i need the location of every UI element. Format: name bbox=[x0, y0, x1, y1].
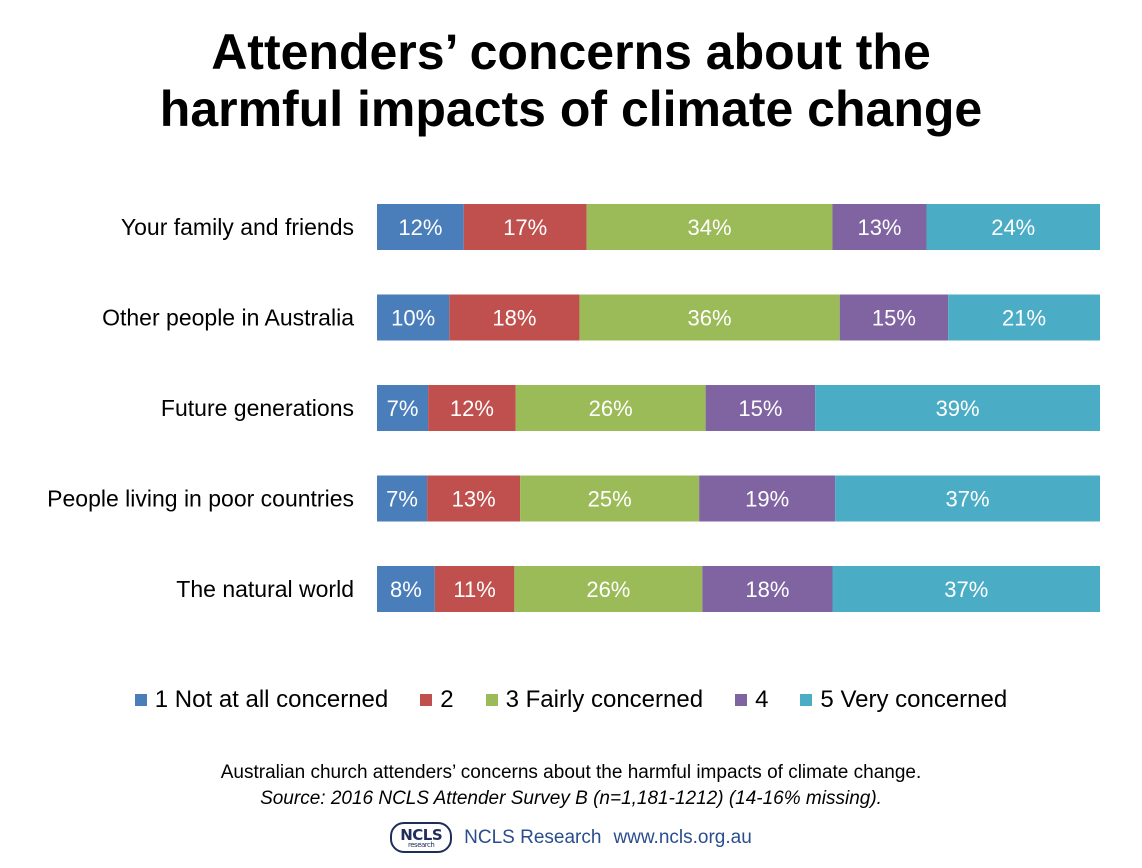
legend-swatch bbox=[735, 694, 748, 706]
bar-segment bbox=[427, 475, 521, 522]
data-label: 25% bbox=[588, 487, 632, 512]
bar-segment bbox=[702, 566, 833, 612]
bar-segment bbox=[948, 294, 1100, 341]
data-label: 12% bbox=[450, 396, 494, 421]
legend-label: 4 bbox=[755, 686, 769, 713]
data-label: 18% bbox=[492, 306, 536, 331]
bar-segment bbox=[699, 475, 836, 522]
bar-segment bbox=[832, 566, 1100, 612]
data-label: 11% bbox=[453, 577, 495, 602]
data-label: 21% bbox=[1002, 306, 1046, 331]
legend-swatch bbox=[134, 694, 147, 706]
data-label: 8% bbox=[390, 577, 422, 602]
bar-segment bbox=[463, 204, 587, 250]
data-label: 19% bbox=[745, 487, 789, 512]
bar-segment bbox=[514, 566, 703, 612]
stacked-bar-chart: Your family and friends 12% 17% 34% 13% 24% Ot… bbox=[47, 204, 1100, 612]
legend-label: 2 bbox=[440, 686, 454, 713]
category-label: The natural world bbox=[176, 576, 354, 602]
legend-label: 5 Very concerned bbox=[820, 686, 1008, 713]
data-label: 7% bbox=[387, 396, 419, 421]
data-label: 18% bbox=[745, 577, 789, 602]
data-label: 24% bbox=[991, 215, 1035, 240]
data-label: 13% bbox=[857, 215, 901, 240]
legend-swatch bbox=[420, 694, 433, 706]
bar-segment bbox=[449, 294, 580, 341]
logo-text: NCLS bbox=[400, 826, 443, 844]
category-label: Other people in Australia bbox=[102, 305, 354, 331]
footer-org: NCLS Research bbox=[464, 826, 602, 848]
bar-segment bbox=[377, 475, 428, 522]
data-label: 10% bbox=[391, 306, 435, 331]
bar-segment bbox=[839, 294, 949, 341]
bar-segment bbox=[832, 204, 927, 250]
logo-subtext: research bbox=[408, 841, 435, 849]
legend-item: 4 bbox=[735, 686, 768, 714]
bar-segment bbox=[377, 204, 464, 250]
chart-caption: Australian church attenders’ concerns ab… bbox=[0, 760, 1142, 812]
bar-segment bbox=[377, 385, 429, 431]
data-label: 7% bbox=[386, 487, 418, 512]
caption-source: Source: 2016 NCLS Attender Survey B (n=1… bbox=[260, 788, 882, 809]
category-label: Your family and friends bbox=[121, 214, 354, 240]
data-label: 15% bbox=[738, 396, 782, 421]
footer-url[interactable]: www.ncls.org.au bbox=[613, 826, 752, 848]
chart-title: Attenders’ concerns about the harmful im… bbox=[0, 24, 1142, 138]
chart-title-line-2: harmful impacts of climate change bbox=[159, 81, 983, 137]
ncls-logo: NCLS research bbox=[390, 822, 453, 853]
data-label: 37% bbox=[944, 577, 988, 602]
bar-segment bbox=[428, 385, 516, 431]
caption-description: Australian church attenders’ concerns ab… bbox=[220, 762, 922, 783]
legend-label: 3 Fairly concerned bbox=[505, 686, 704, 713]
bar-segment bbox=[515, 385, 706, 431]
category-label: Future generations bbox=[161, 395, 354, 421]
legend-item: 1 Not at all concerned bbox=[134, 686, 389, 714]
legend-item: 3 Fairly concerned bbox=[485, 686, 704, 714]
data-label: 34% bbox=[688, 215, 732, 240]
data-label: 12% bbox=[398, 215, 442, 240]
bar-segment bbox=[815, 385, 1100, 431]
data-label: 36% bbox=[688, 306, 732, 331]
chart-legend: 1 Not at all concerned 2 3 Fairly concerne… bbox=[0, 686, 1142, 714]
data-label: 26% bbox=[586, 577, 630, 602]
bar-segment bbox=[586, 204, 833, 250]
bar-segment bbox=[926, 204, 1100, 250]
bar-segment bbox=[705, 385, 816, 431]
category-label: People living in poor countries bbox=[47, 486, 354, 512]
legend-item: 5 Very concerned bbox=[800, 686, 1007, 714]
bar-segment bbox=[520, 475, 700, 522]
bar-segment bbox=[579, 294, 840, 341]
data-label: 13% bbox=[452, 487, 496, 512]
chart-title-line-1: Attenders’ concerns about the bbox=[211, 24, 931, 80]
legend-swatch bbox=[800, 694, 813, 706]
legend-swatch bbox=[485, 694, 498, 706]
data-label: 15% bbox=[872, 306, 916, 331]
bar-segment bbox=[377, 566, 435, 612]
footer: NCLS research NCLS Research www.ncls.org.… bbox=[0, 822, 1142, 853]
data-label: 37% bbox=[946, 487, 990, 512]
data-label: 26% bbox=[589, 396, 633, 421]
bar-segment bbox=[434, 566, 515, 612]
data-label: 17% bbox=[503, 215, 547, 240]
data-label: 39% bbox=[936, 396, 980, 421]
legend-label: 1 Not at all concerned bbox=[154, 686, 389, 713]
bar-segment bbox=[377, 294, 450, 341]
bar-segment bbox=[835, 475, 1100, 522]
legend-item: 2 bbox=[420, 686, 454, 714]
